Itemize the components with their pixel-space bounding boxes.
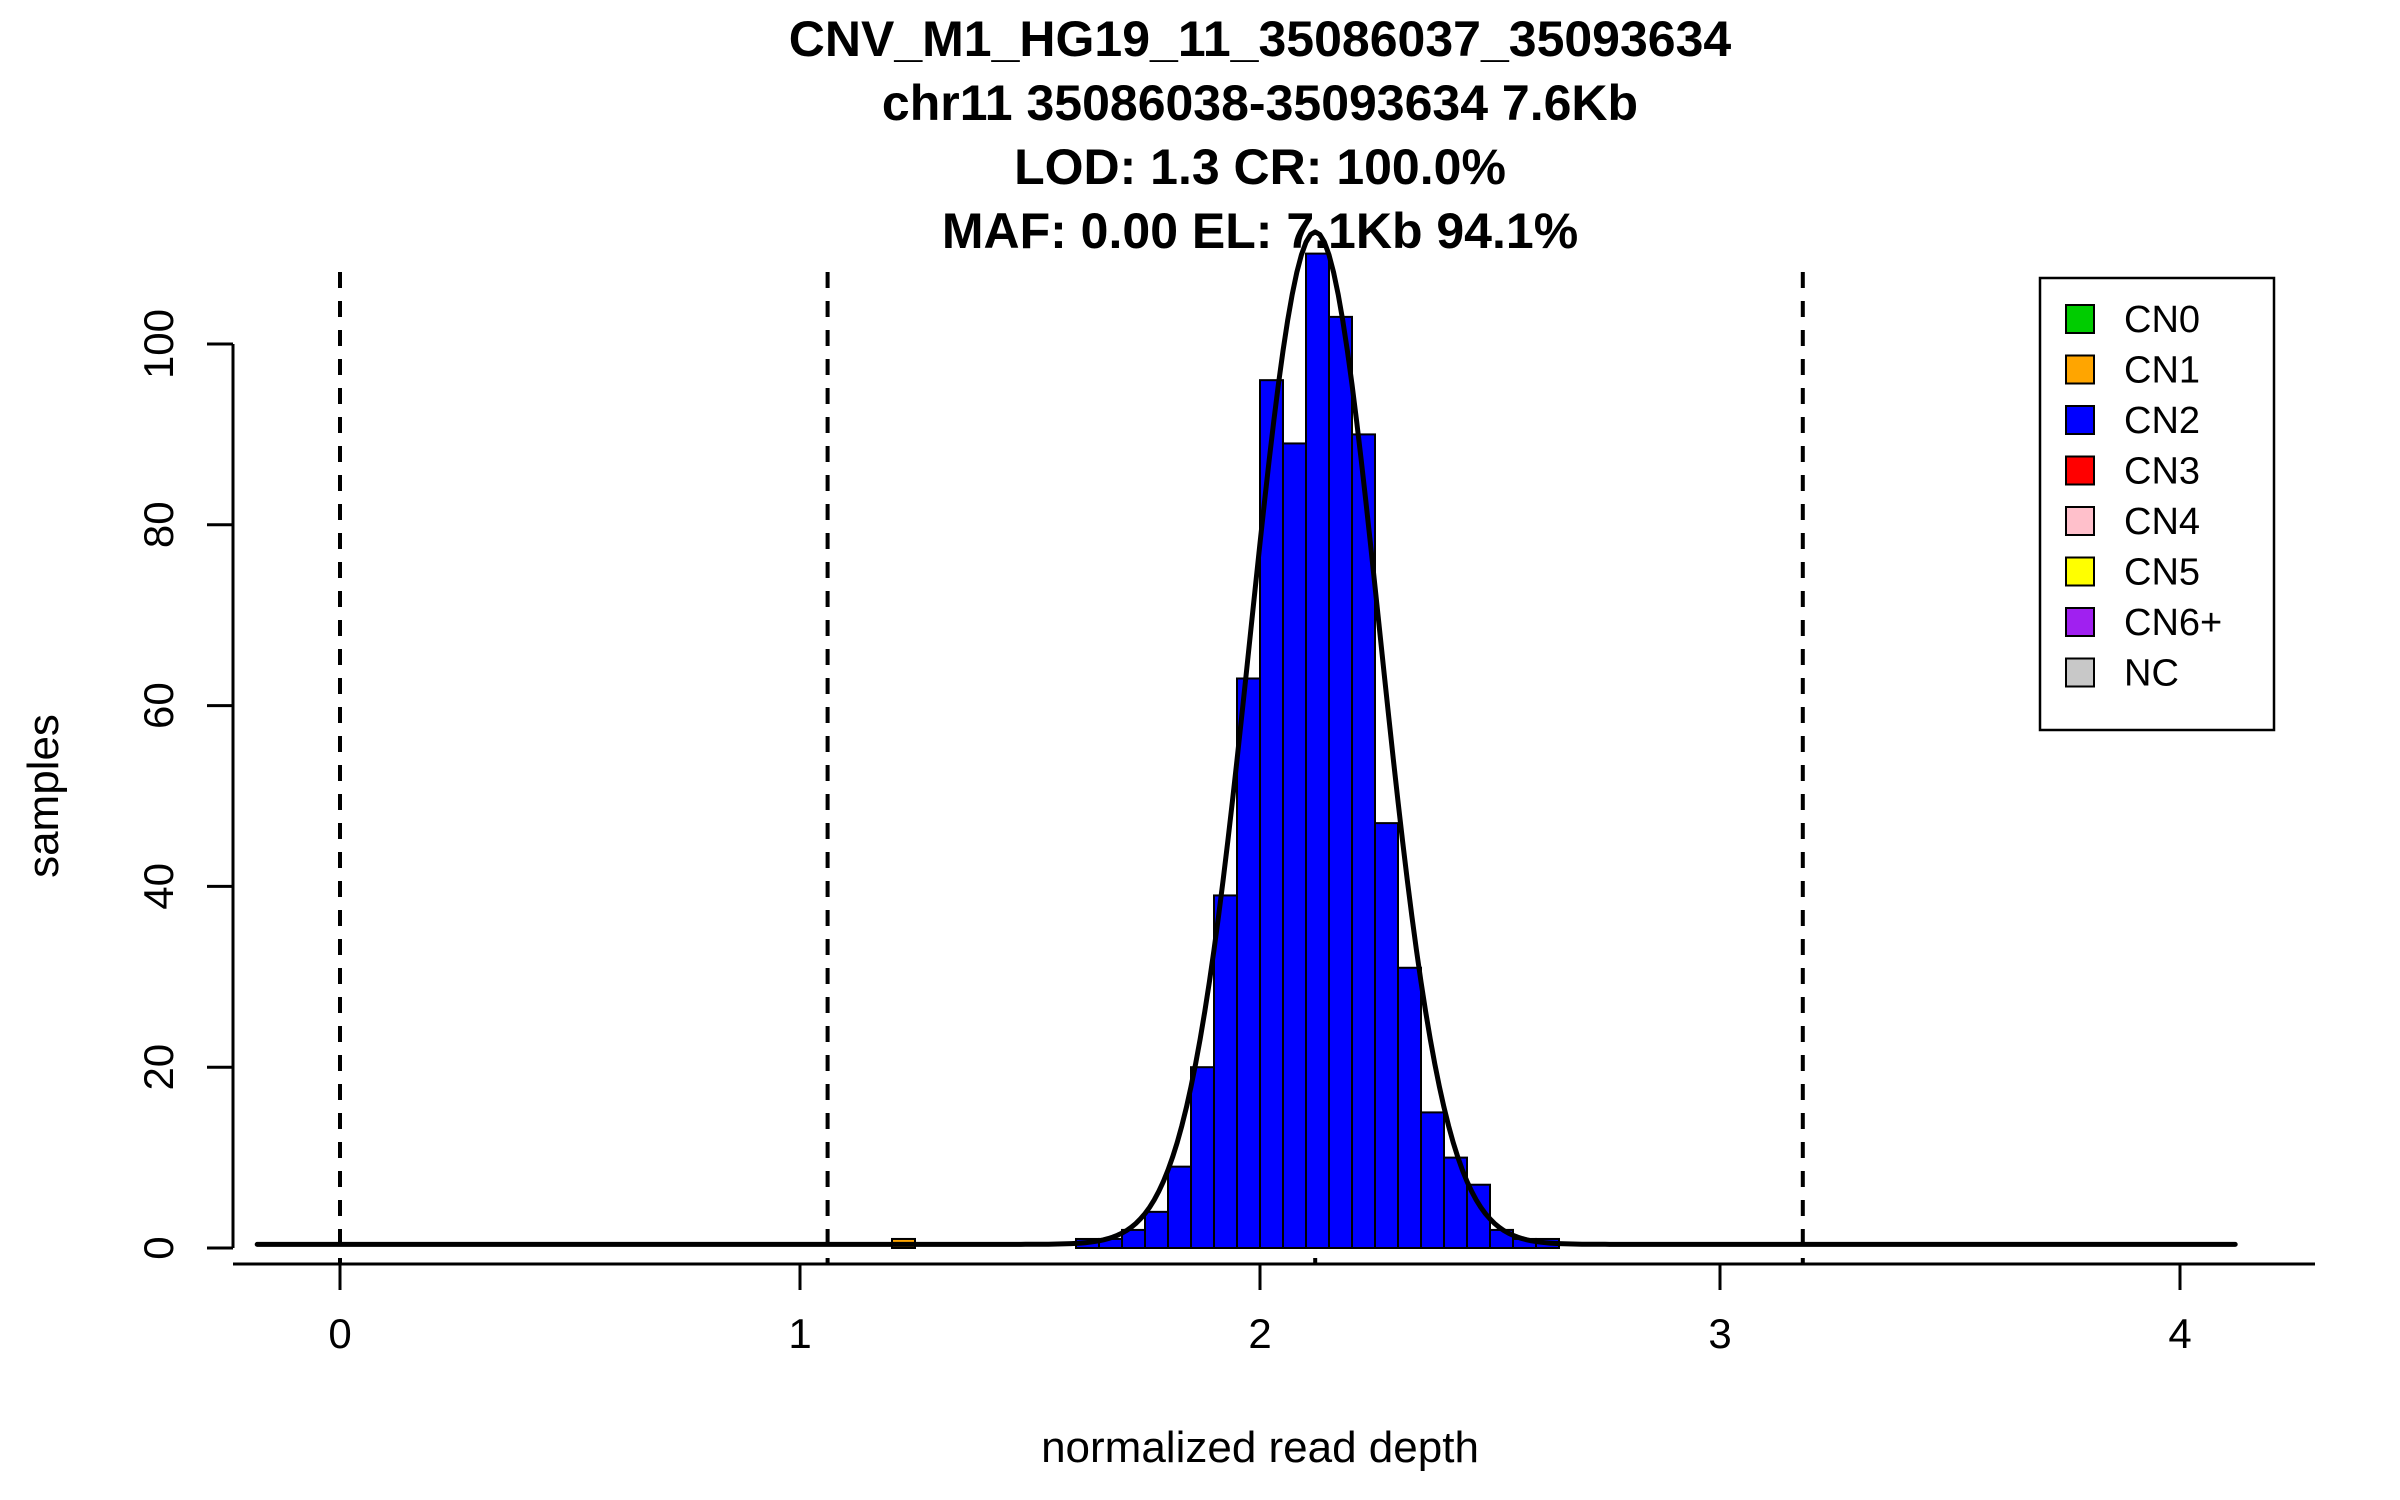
legend-label-cn6plus: CN6+ [2124,602,2222,644]
legend-label-cn0: CN0 [2124,299,2200,341]
histogram-bar-cn2 [1282,442,1307,1249]
x-axis-label: normalized read depth [1041,1423,1479,1472]
histogram-bar-cn2 [1213,894,1238,1249]
x-axis-tick-label: 2 [1248,1310,1271,1357]
legend-label-cn2: CN2 [2124,400,2200,442]
y-axis-tick-label: 80 [135,501,182,548]
y-axis-tick-label: 60 [135,682,182,729]
title-line-3: LOD: 1.3 CR: 100.0% [1014,139,1506,195]
title-line-2: chr11 35086038-35093634 7.6Kb [882,75,1638,131]
histogram-bar-cn2 [1328,315,1353,1249]
legend-swatch-cn2 [2065,405,2095,435]
legend-label-cn1: CN1 [2124,350,2200,392]
y-axis-tick-label: 100 [135,309,182,379]
y-axis-label: samples [19,714,68,878]
x-axis-tick-label: 3 [1708,1310,1731,1357]
legend-swatch-cn5 [2065,556,2095,587]
chart-titles: CNV_M1_HG19_11_35086037_35093634 chr11 3… [789,11,1732,259]
histogram-bar-cn2 [1374,822,1399,1249]
legend-swatch-cn0 [2065,304,2095,334]
x-axis-tick-label: 0 [328,1310,351,1357]
y-axis-tick-label: 20 [135,1044,182,1091]
legend-swatch-nc [2065,657,2095,688]
legend-label-cn4: CN4 [2124,501,2200,543]
histogram-bar-cn2 [1305,252,1330,1250]
x-axis-tick-label: 4 [2168,1310,2191,1357]
y-axis-tick-label: 0 [135,1236,182,1259]
density-curve [254,229,2238,1247]
legend-label-cn5: CN5 [2124,552,2200,594]
histogram-bar-cn2 [1167,1165,1192,1250]
title-line-4: MAF: 0.00 EL: 7.1Kb 94.1% [942,203,1578,259]
legend-label-cn3: CN3 [2124,451,2200,493]
x-axis-tick-label: 1 [788,1310,811,1357]
histogram-bar-cn2 [1420,1111,1445,1250]
histogram-bar-cn2 [1190,1066,1215,1249]
histogram-bar-cn2 [1144,1210,1169,1249]
y-axis-tick-label: 40 [135,863,182,910]
legend-swatch-cn4 [2065,506,2095,536]
histogram-bar-cn2 [1397,966,1422,1249]
legend-swatch-cn1 [2065,354,2095,385]
legend-label-nc: NC [2124,653,2179,695]
title-line-1: CNV_M1_HG19_11_35086037_35093634 [789,11,1732,67]
legend: CN0 CN1 CN2 CN3 CN4 CN5 CN6+ NC [2038,276,2276,732]
histogram-bar-cn2 [1236,677,1261,1249]
legend-swatch-cn6plus [2065,607,2095,637]
legend-box [2038,276,2276,732]
legend-swatch-cn3 [2065,455,2095,486]
